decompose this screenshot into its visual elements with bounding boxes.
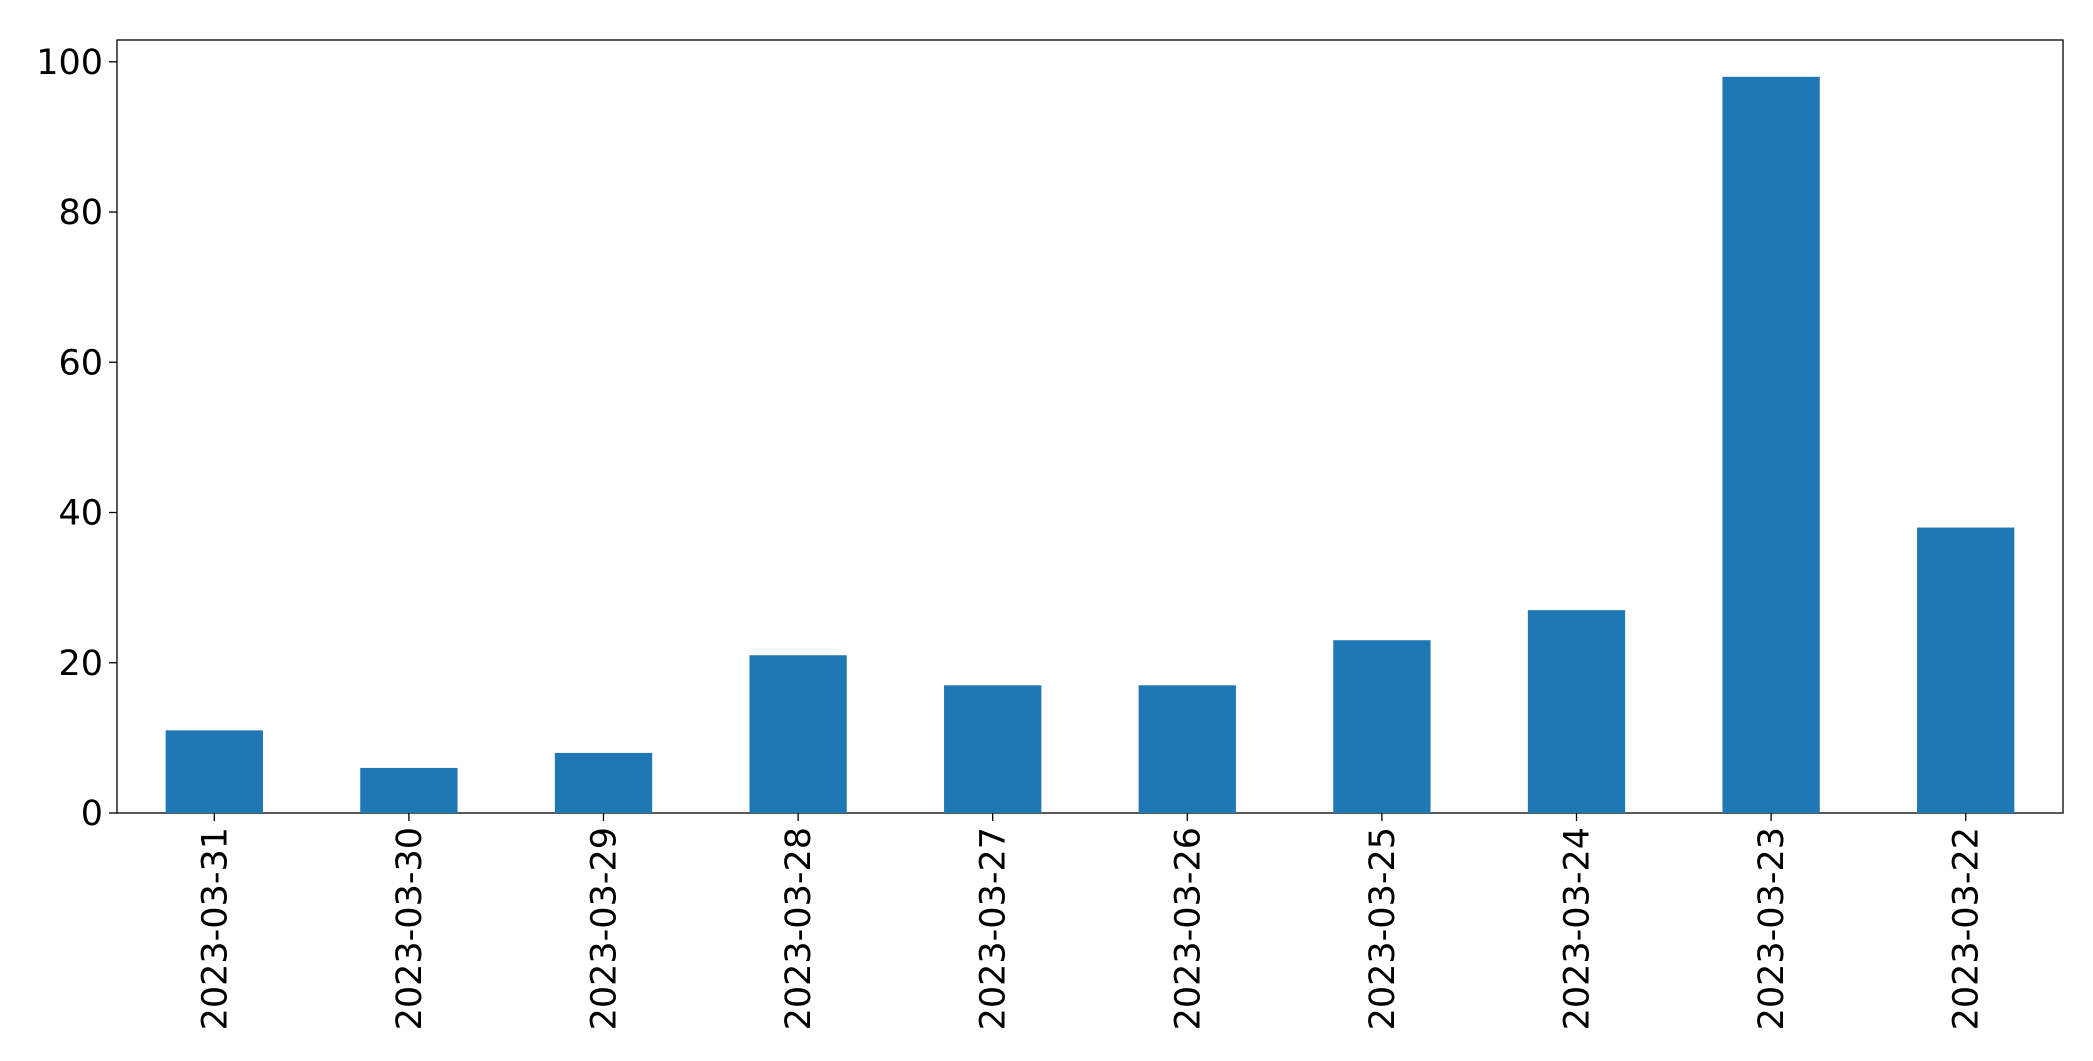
y-tick-label: 80 [58,193,103,233]
bar [554,752,653,813]
bar [1527,610,1626,813]
bar [165,730,263,813]
bar [1138,685,1236,813]
bar [749,655,847,813]
y-tick-label: 0 [81,794,103,834]
x-tick-label: 2023-03-29 [585,827,625,1030]
bar [360,767,458,813]
x-tick-label: 2023-03-26 [1168,827,1208,1030]
bar [1917,527,2015,813]
x-tick-label: 2023-03-31 [195,827,235,1030]
x-tick-label: 2023-03-27 [974,827,1014,1030]
y-tick-label: 60 [58,343,103,383]
x-tick-label: 2023-03-30 [390,827,430,1030]
x-tick-label: 2023-03-24 [1558,827,1598,1030]
axes-frame [116,39,2064,814]
x-tick-label: 2023-03-23 [1752,827,1792,1030]
x-tick-label: 2023-03-25 [1363,827,1403,1030]
y-tick-label: 20 [58,644,103,684]
x-tick-label: 2023-03-22 [1947,827,1987,1030]
y-tick-label: 100 [36,43,103,83]
bar [1722,76,1820,814]
x-tick-label: 2023-03-28 [779,827,819,1030]
bar [944,685,1042,813]
bar [1333,640,1431,813]
y-tick-label: 40 [58,494,103,534]
